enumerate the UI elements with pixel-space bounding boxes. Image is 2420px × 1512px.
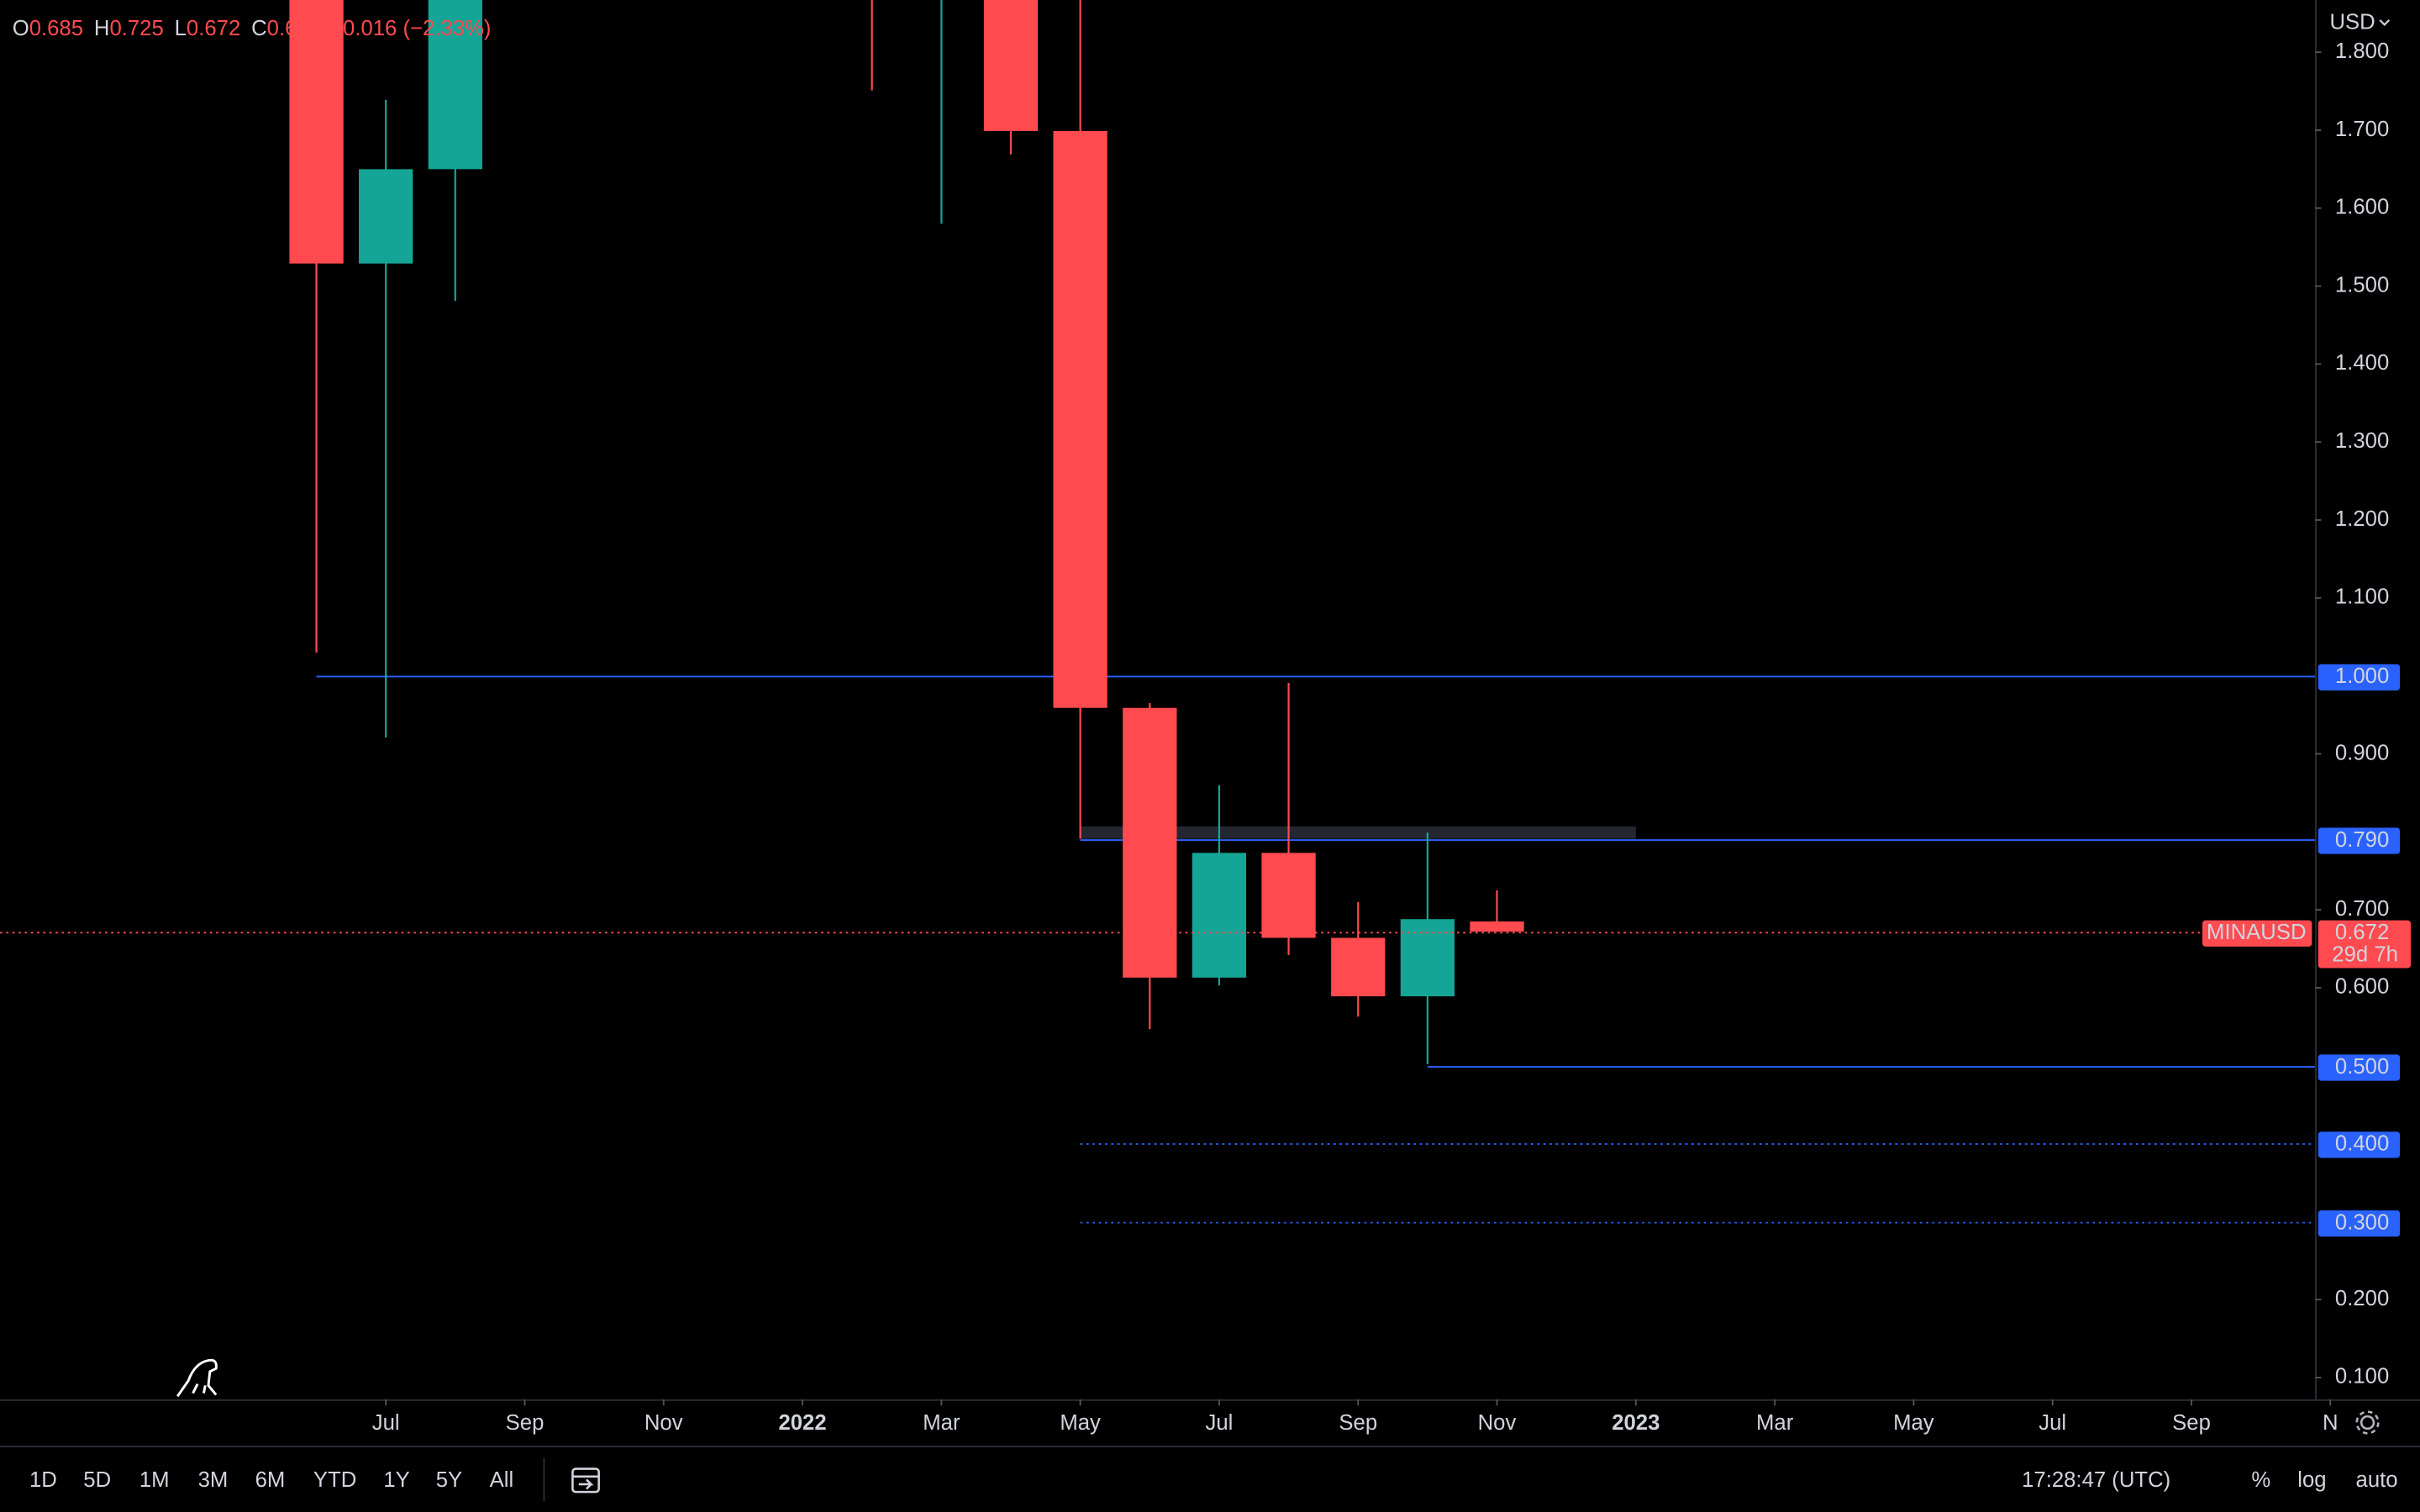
level-label: 0.300 bbox=[2335, 1210, 2389, 1234]
ohlc-value: 0.725 bbox=[109, 17, 163, 40]
last-price-box bbox=[2317, 920, 2411, 969]
candle-body bbox=[1470, 921, 1524, 932]
candle-body bbox=[428, 0, 482, 170]
y-tick-label: 1.600 bbox=[2335, 196, 2389, 219]
y-tick-label: 1.100 bbox=[2335, 585, 2389, 609]
x-tick-label: 2023 bbox=[1612, 1411, 1660, 1435]
logo bbox=[176, 1358, 218, 1398]
level-label-box bbox=[2317, 1054, 2401, 1081]
y-tick-label: 1.700 bbox=[2335, 118, 2389, 141]
countdown: 29d 7h bbox=[2332, 943, 2398, 967]
range-button[interactable]: 5Y bbox=[436, 1468, 462, 1492]
candle-body bbox=[1053, 130, 1107, 708]
candle-body bbox=[1400, 919, 1455, 997]
x-tick-label: Nov bbox=[1478, 1411, 1517, 1435]
range-button[interactable]: All bbox=[490, 1468, 514, 1492]
candle-body bbox=[1123, 707, 1177, 978]
candle-body bbox=[289, 0, 344, 264]
x-tick-label: May bbox=[1893, 1411, 1934, 1435]
x-tick-label: Mar bbox=[923, 1411, 960, 1435]
ohlc-key: O bbox=[13, 17, 29, 40]
y-tick-label: 0.700 bbox=[2335, 897, 2389, 921]
currency-caret[interactable] bbox=[2379, 19, 2391, 26]
y-tick-label: 0.200 bbox=[2335, 1287, 2389, 1310]
date-range-icon[interactable] bbox=[571, 1467, 600, 1494]
level-label: 0.790 bbox=[2335, 828, 2389, 852]
ohlc-change: −0.016 (−2.33%) bbox=[330, 17, 491, 40]
range-button[interactable]: 6M bbox=[255, 1468, 286, 1492]
ohlc-value: 0.672 bbox=[187, 17, 240, 40]
ohlc-key: L bbox=[175, 17, 187, 40]
x-tick-label: Sep bbox=[1339, 1411, 1377, 1435]
candle-body bbox=[359, 169, 413, 264]
currency-label[interactable]: USD bbox=[2329, 10, 2375, 34]
range-button[interactable]: 1D bbox=[29, 1468, 57, 1492]
level-label-box bbox=[2317, 1131, 2401, 1158]
ohlc-value: 0.685 bbox=[29, 17, 83, 40]
clock: 17:28:47 (UTC) bbox=[2022, 1468, 2170, 1492]
toolbar-button[interactable]: log bbox=[2297, 1468, 2326, 1492]
y-tick-label: 1.300 bbox=[2335, 429, 2389, 453]
y-tick-label: 1.800 bbox=[2335, 39, 2389, 63]
x-tick-label: Jul bbox=[1206, 1411, 1234, 1435]
symbol-label: MINAUSD bbox=[2207, 921, 2307, 944]
x-tick-label: May bbox=[1060, 1411, 1101, 1435]
range-button[interactable]: 3M bbox=[198, 1468, 229, 1492]
settings-icon[interactable] bbox=[2355, 1410, 2380, 1435]
level-label: 1.000 bbox=[2335, 664, 2389, 688]
plot-area bbox=[0, 0, 2316, 1224]
x-tick-label: Sep bbox=[2172, 1411, 2211, 1435]
candle-body bbox=[1331, 937, 1386, 997]
candle-body bbox=[983, 0, 1039, 131]
x-tick-label: 2022 bbox=[778, 1411, 826, 1435]
y-tick-label: 0.100 bbox=[2335, 1365, 2389, 1389]
level-label-box bbox=[2317, 1210, 2401, 1237]
x-tick-label: N bbox=[2323, 1411, 2338, 1435]
y-tick-label: 1.200 bbox=[2335, 507, 2389, 531]
level-label-box bbox=[2317, 827, 2401, 854]
candle-body bbox=[1261, 853, 1316, 938]
level-label-box bbox=[2317, 664, 2401, 690]
level-label: 0.500 bbox=[2335, 1055, 2389, 1079]
x-tick-label: Sep bbox=[506, 1411, 544, 1435]
y-tick-label: 1.500 bbox=[2335, 273, 2389, 297]
x-tick-label: Jul bbox=[372, 1411, 400, 1435]
last-price-label: 0.672 bbox=[2335, 921, 2389, 944]
range-button[interactable]: YTD bbox=[313, 1468, 356, 1492]
y-tick-label: 1.400 bbox=[2335, 351, 2389, 375]
level-label: 0.400 bbox=[2335, 1132, 2389, 1156]
symbol-label-box bbox=[2202, 920, 2312, 947]
ohlc-value: 0.672 bbox=[267, 17, 321, 40]
ohlc-header: O0.685 H0.725 L0.672 C0.672 −0.016 (−2.33%) bbox=[13, 17, 492, 40]
toolbar-button[interactable]: % bbox=[2251, 1468, 2270, 1492]
range-button[interactable]: 5D bbox=[83, 1468, 111, 1492]
x-tick-label: Mar bbox=[1756, 1411, 1794, 1435]
y-tick-label: 0.600 bbox=[2335, 975, 2389, 999]
x-tick-label: Jul bbox=[2039, 1411, 2066, 1435]
ohlc-key: H bbox=[94, 17, 110, 40]
range-button[interactable]: 1Y bbox=[383, 1468, 409, 1492]
ohlc-key: C bbox=[251, 17, 267, 40]
candle-body bbox=[1192, 853, 1247, 978]
x-tick-label: Nov bbox=[644, 1411, 683, 1435]
range-button[interactable]: 1M bbox=[139, 1468, 170, 1492]
toolbar-button[interactable]: auto bbox=[2356, 1468, 2398, 1492]
y-tick-label: 0.900 bbox=[2335, 741, 2389, 764]
